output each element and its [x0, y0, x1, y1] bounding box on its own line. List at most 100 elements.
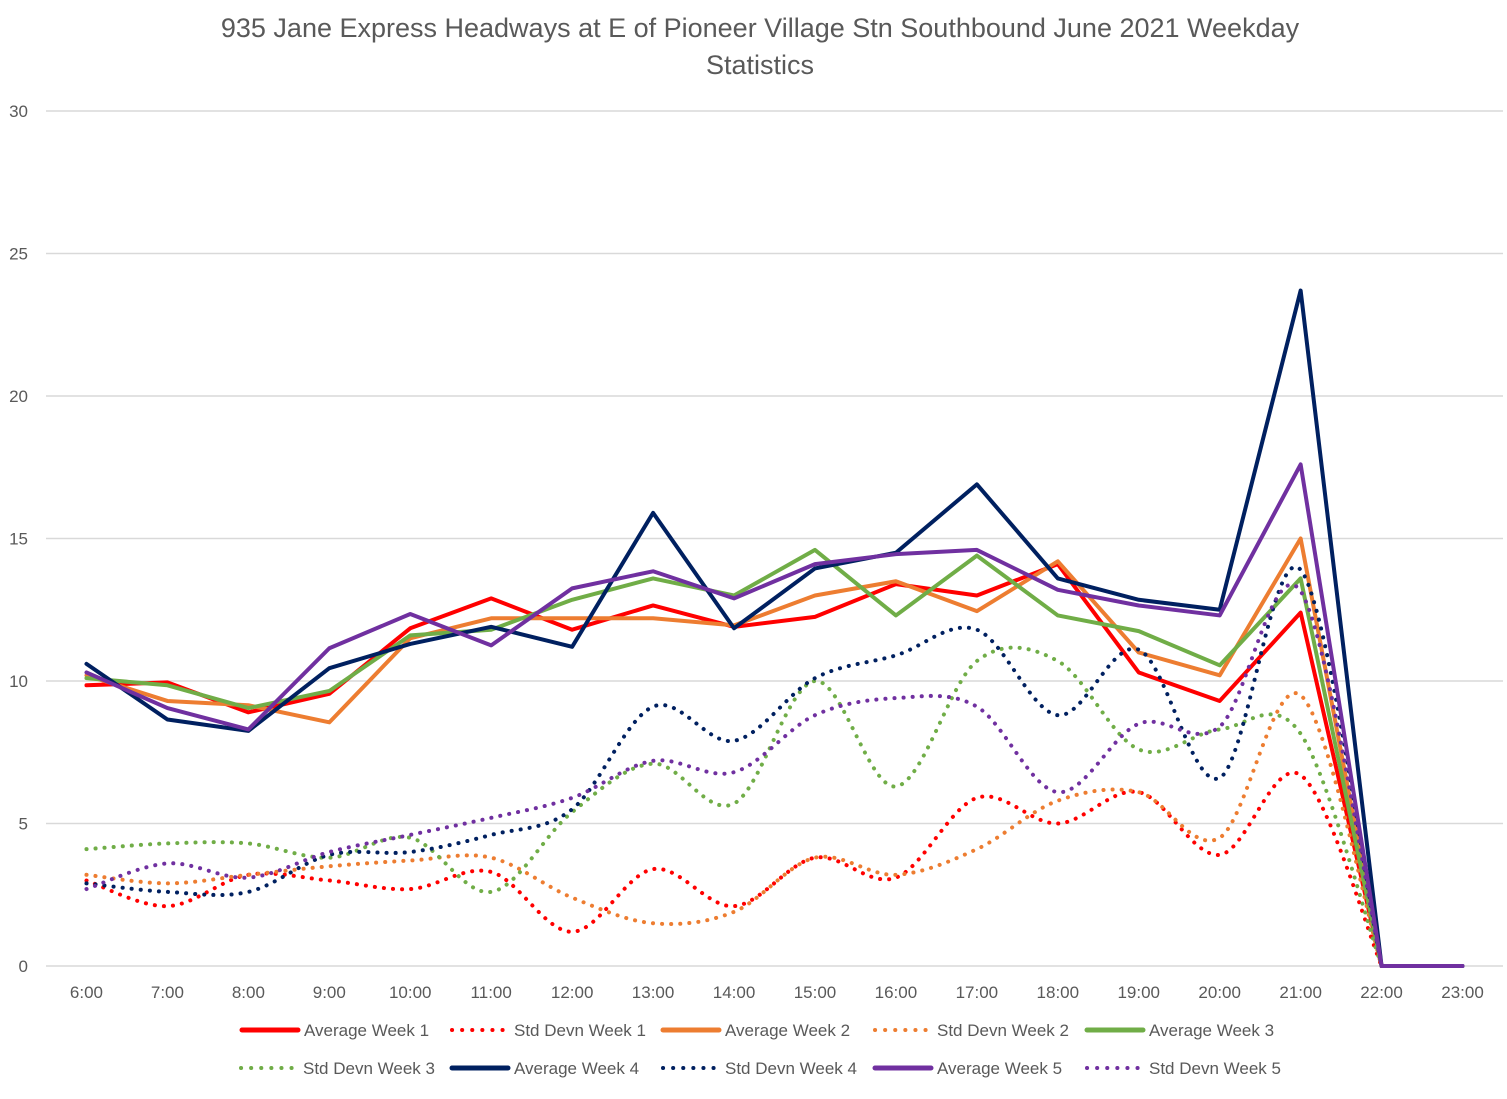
data-point-std-devn-week-2 — [731, 909, 737, 915]
data-point-average-week-2 — [569, 615, 575, 621]
data-point-average-week-5 — [326, 645, 332, 651]
y-tick-label: 5 — [19, 815, 28, 834]
legend-label: Std Devn Week 5 — [1149, 1059, 1281, 1078]
x-tick-label: 10:00 — [389, 983, 432, 1002]
series-line-std-devn-week-2 — [84, 691, 1384, 968]
data-point-std-devn-week-4 — [1217, 775, 1223, 781]
x-tick-label: 22:00 — [1360, 983, 1403, 1002]
data-point-std-devn-week-3 — [893, 783, 899, 789]
data-point-average-week-5 — [893, 551, 899, 557]
data-point-average-week-1 — [1217, 698, 1223, 704]
y-tick-label: 30 — [9, 102, 28, 121]
data-point-std-devn-week-1 — [488, 869, 494, 875]
data-point-average-week-3 — [245, 705, 251, 711]
series-line-average-week-5 — [84, 462, 1465, 968]
data-point-average-week-3 — [407, 632, 413, 638]
data-point-std-devn-week-4 — [245, 889, 251, 895]
data-point-std-devn-week-2 — [812, 855, 818, 861]
legend: Average Week 1 Std Devn Week 1 Average Wee… — [239, 1021, 1281, 1078]
x-tick-label: 15:00 — [794, 983, 837, 1002]
data-point-average-week-3 — [1298, 575, 1304, 581]
data-point-std-devn-week-4 — [650, 704, 656, 710]
data-point-average-week-1 — [650, 602, 656, 608]
data-point-std-devn-week-5 — [893, 695, 899, 701]
series-line-std-devn-week-3 — [84, 645, 1384, 968]
x-tick-label: 17:00 — [956, 983, 999, 1002]
data-point-average-week-5 — [83, 669, 89, 675]
data-point-std-devn-week-3 — [1055, 658, 1061, 664]
data-point-average-week-3 — [164, 682, 170, 688]
data-point-average-week-4 — [488, 624, 494, 630]
data-point-average-week-5 — [569, 585, 575, 591]
data-point-average-week-2 — [650, 615, 656, 621]
data-point-std-devn-week-5 — [1379, 963, 1385, 969]
data-point-average-week-2 — [164, 698, 170, 704]
data-point-average-week-3 — [812, 547, 818, 553]
data-point-average-week-4 — [569, 644, 575, 650]
data-point-std-devn-week-5 — [731, 769, 737, 775]
data-point-std-devn-week-1 — [569, 929, 575, 935]
data-point-average-week-5 — [650, 568, 656, 574]
data-point-average-week-3 — [1136, 628, 1142, 634]
legend-item-average-week-5: Average Week 5 — [872, 1059, 1062, 1078]
data-point-std-devn-week-2 — [1217, 835, 1223, 841]
data-point-std-devn-week-4 — [1298, 567, 1304, 573]
data-point-std-devn-week-2 — [893, 872, 899, 878]
data-point-std-devn-week-3 — [245, 840, 251, 846]
data-point-average-week-5 — [731, 595, 737, 601]
x-tick-label: 6:00 — [70, 983, 103, 1002]
data-point-std-devn-week-4 — [1055, 712, 1061, 718]
data-point-average-week-2 — [893, 578, 899, 584]
data-point-average-week-5 — [1055, 587, 1061, 593]
legend-label: Average Week 4 — [514, 1059, 639, 1078]
data-point-std-devn-week-3 — [1298, 731, 1304, 737]
data-point-std-devn-week-3 — [974, 658, 980, 664]
data-point-average-week-5 — [1298, 461, 1304, 467]
data-point-average-week-1 — [974, 593, 980, 599]
data-point-average-week-5 — [1136, 602, 1142, 608]
series-line-average-week-3 — [84, 547, 1384, 968]
data-point-average-week-4 — [1136, 597, 1142, 603]
legend-item-average-week-2: Average Week 2 — [660, 1021, 850, 1040]
data-point-average-week-5 — [488, 642, 494, 648]
data-point-std-devn-week-3 — [1136, 746, 1142, 752]
data-point-std-devn-week-1 — [1055, 821, 1061, 827]
data-point-average-week-5 — [407, 611, 413, 617]
data-point-std-devn-week-5 — [245, 875, 251, 881]
data-point-std-devn-week-5 — [326, 849, 332, 855]
data-point-std-devn-week-1 — [164, 903, 170, 909]
data-point-std-devn-week-4 — [83, 880, 89, 886]
data-point-average-week-3 — [1055, 612, 1061, 618]
data-point-average-week-5 — [1217, 612, 1223, 618]
data-point-std-devn-week-2 — [1136, 789, 1142, 795]
data-point-average-week-3 — [326, 688, 332, 694]
data-point-average-week-1 — [569, 627, 575, 633]
x-tick-label: 13:00 — [632, 983, 675, 1002]
data-point-average-week-1 — [1298, 610, 1304, 616]
series-line-std-devn-week-1 — [84, 770, 1384, 968]
data-point-std-devn-week-5 — [1055, 789, 1061, 795]
data-point-average-week-5 — [164, 705, 170, 711]
data-point-std-devn-week-1 — [407, 886, 413, 892]
legend-item-average-week-1: Average Week 1 — [239, 1021, 429, 1040]
data-point-std-devn-week-4 — [164, 889, 170, 895]
x-tick-label: 14:00 — [713, 983, 756, 1002]
data-point-average-week-3 — [893, 612, 899, 618]
legend-label: Average Week 1 — [304, 1021, 429, 1040]
chart-title-line-1: 935 Jane Express Headways at E of Pionee… — [221, 13, 1300, 43]
series-line-std-devn-week-5 — [84, 582, 1384, 968]
data-point-average-week-4 — [650, 510, 656, 516]
data-point-average-week-2 — [1298, 536, 1304, 542]
data-point-std-devn-week-2 — [1055, 798, 1061, 804]
data-point-average-week-4 — [974, 481, 980, 487]
x-tick-label: 12:00 — [551, 983, 594, 1002]
data-point-std-devn-week-2 — [974, 846, 980, 852]
data-point-std-devn-week-5 — [488, 815, 494, 821]
data-point-std-devn-week-2 — [569, 895, 575, 901]
data-point-std-devn-week-5 — [1136, 721, 1142, 727]
y-tick-label: 15 — [9, 530, 28, 549]
data-point-average-week-2 — [1055, 558, 1061, 564]
series-lines — [83, 288, 1465, 969]
data-point-average-week-5 — [245, 726, 251, 732]
data-point-average-week-1 — [1136, 669, 1142, 675]
